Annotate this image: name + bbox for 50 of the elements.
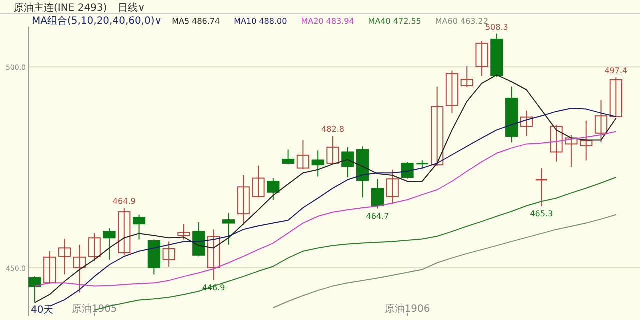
candlestick — [342, 146, 354, 178]
text: MA10 488.00 — [234, 17, 288, 26]
candlestick — [237, 175, 250, 226]
candlestick — [73, 244, 86, 294]
text: 465.3 — [530, 209, 554, 218]
candlestick — [476, 40, 488, 76]
candlestick — [178, 224, 190, 240]
candlestick — [580, 120, 593, 162]
candlestick — [58, 238, 72, 276]
candlestick — [282, 149, 295, 166]
candlestick — [222, 212, 236, 246]
candlestick — [565, 134, 578, 168]
candlestick — [252, 165, 265, 198]
annotation: 40天 — [31, 305, 54, 316]
text: MA40 472.55 — [368, 17, 422, 26]
candlestick — [371, 178, 384, 210]
text: 482.8 — [322, 125, 344, 134]
candlestick — [162, 241, 176, 268]
text: 464.9 — [112, 197, 136, 206]
x-tick-label: 原油1906 — [384, 303, 430, 315]
candlestick — [88, 232, 101, 262]
candlestick — [594, 100, 608, 144]
candlestick — [296, 140, 310, 170]
candlestick — [267, 178, 280, 200]
candlestick — [610, 77, 622, 118]
candlestick — [118, 208, 131, 256]
line-series — [34, 74, 617, 304]
candlestick — [550, 124, 563, 162]
candlestick — [520, 110, 534, 137]
candlestick — [460, 66, 474, 88]
candlestick — [326, 136, 340, 165]
text: MA20 483.94 — [301, 17, 354, 26]
legend-title: MA组合(5,10,20,40,60,0)∨ — [32, 15, 162, 27]
candlestick — [401, 162, 414, 180]
candlestick — [103, 228, 116, 260]
text: 464.7 — [366, 212, 390, 221]
candlestick — [44, 250, 56, 284]
chart-subtitle: 日线∨ — [118, 2, 146, 14]
candlestick — [312, 150, 324, 178]
text: MA5 486.74 — [172, 17, 220, 26]
candlestick — [386, 169, 399, 205]
text: 497.4 — [604, 66, 628, 76]
candlestick — [446, 70, 459, 114]
chart-title: 原油主连(INE 2493) — [14, 2, 108, 14]
candlestick — [535, 168, 548, 207]
candlestick — [132, 214, 146, 240]
candlestick — [192, 222, 206, 258]
candlestick — [28, 276, 42, 304]
candlestick — [431, 86, 444, 167]
candlestick — [207, 229, 220, 281]
